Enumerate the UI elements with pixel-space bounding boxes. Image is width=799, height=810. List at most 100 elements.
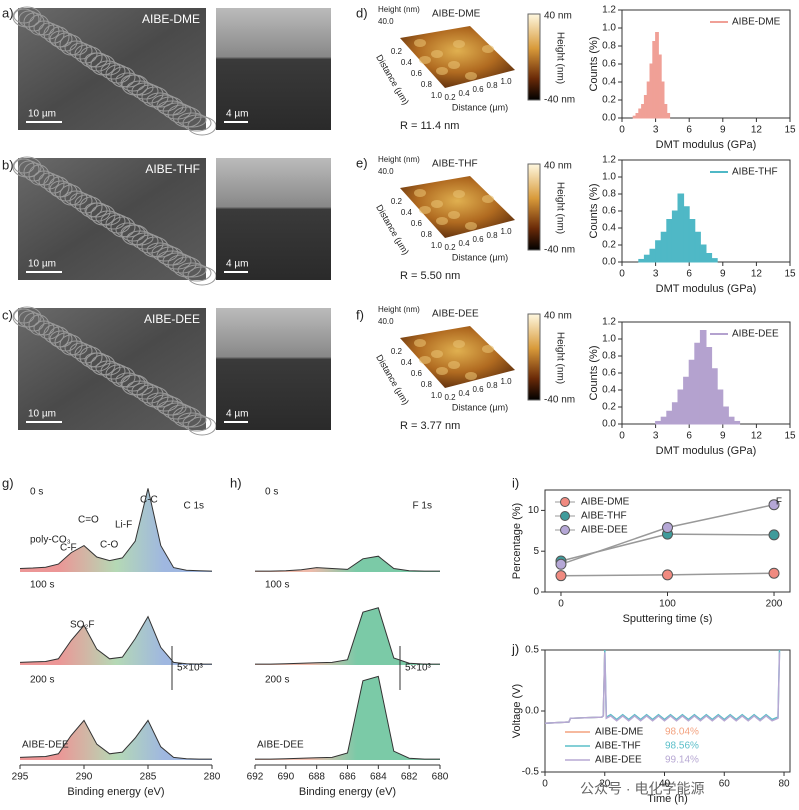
afm-tick: 0.4 (401, 58, 413, 67)
panel-label: j) (511, 641, 519, 656)
afm-feature (465, 372, 477, 380)
efficiency-label: 98.56% (665, 741, 699, 752)
legend-label: AIBE-DEE (595, 755, 642, 766)
legend-label: AIBE-DEE (581, 525, 628, 536)
x-tick-label: 0 (619, 125, 625, 136)
sample-label: AIBE-DEE (22, 740, 69, 751)
afm-feature (448, 361, 460, 369)
hist-bar (683, 376, 690, 425)
afm-feature (419, 206, 431, 214)
sample-label: AIBE-DEE (144, 312, 200, 326)
peak-label: C=O (78, 515, 99, 526)
marker (555, 558, 567, 570)
x-axis-title: Sputtering time (s) (623, 613, 713, 625)
grain (100, 212, 126, 230)
afm-tick: 0.4 (458, 89, 470, 98)
x-axis-title: DMT modulus (GPa) (656, 283, 757, 295)
spectrum-fill (20, 616, 212, 665)
y-tick-label: 0 (533, 587, 539, 598)
afm-surface (400, 176, 515, 238)
hist-bar (660, 81, 665, 119)
x-tick-label: 40 (659, 779, 671, 790)
y-tick-label: 0.4 (602, 223, 616, 234)
y-axis-title: Percentage (%) (511, 503, 523, 579)
hist-bar (649, 248, 657, 263)
grain (23, 12, 45, 32)
grain (167, 404, 197, 424)
afm-feature (482, 45, 494, 53)
x-tick-label: 3 (653, 269, 659, 280)
grain (167, 254, 197, 274)
scale-label: 10 µm (28, 409, 56, 420)
afm-feature (453, 190, 465, 198)
scale-label: 5×10³ (177, 663, 204, 674)
y-tick-label: 1.0 (602, 23, 616, 34)
grain (12, 6, 42, 28)
afm-sample: AIBE-DME (432, 9, 481, 20)
hist-bar (733, 420, 741, 425)
x-tick-label: 12 (751, 431, 763, 442)
x-tick-label: 295 (12, 772, 29, 783)
afm-tick: 0.4 (401, 208, 413, 217)
afm-feature (414, 189, 426, 197)
sem-cross-image (216, 308, 331, 430)
afm-tick: 1.0 (500, 227, 512, 236)
x-tick-label: 15 (784, 431, 796, 442)
grain (146, 92, 174, 108)
x-tick-label: 9 (720, 269, 726, 280)
afm-feature (414, 339, 426, 347)
watermark: 公众号 · 电化学能源 (580, 781, 704, 797)
grain (156, 96, 184, 116)
peak-label: SO₂F (70, 620, 94, 631)
colorbar-title: Height (nm) (554, 182, 565, 234)
afm-tick: 0.2 (391, 197, 403, 206)
legend-label: AIBE-THF (732, 167, 778, 178)
colorbar-max: 40 nm (544, 161, 572, 172)
afm-tick: 0.6 (411, 69, 423, 78)
afm-tick: 0.6 (472, 85, 484, 94)
afm-surface (400, 26, 515, 88)
grain (105, 364, 131, 384)
spectrum-fill (255, 607, 440, 665)
afm-feature (431, 350, 443, 358)
y-tick-label: 5 (533, 546, 539, 557)
grain (95, 210, 121, 226)
hist-bar (694, 342, 701, 425)
marker (768, 567, 780, 579)
afm-tick: 0.2 (444, 93, 456, 102)
colorbar-min: -40 nm (544, 245, 575, 256)
grain (84, 352, 108, 368)
y-axis-title: Counts (%) (588, 183, 600, 238)
hist-bar (705, 253, 713, 263)
legend-label: AIBE-DEE (732, 329, 779, 340)
y-tick-label: 0.6 (602, 368, 616, 379)
grain (79, 196, 103, 218)
afm-tick: 0.6 (411, 219, 423, 228)
grain (115, 72, 141, 88)
afm-tick: 0.8 (421, 80, 433, 89)
y-tick-label: 0.5 (525, 645, 539, 656)
y-tick-label: 0.2 (602, 95, 616, 106)
efficiency-label: 98.04% (665, 727, 699, 738)
afm-tick: 0.2 (391, 347, 403, 356)
y-tick-label: 1.2 (602, 317, 616, 328)
x-tick-label: 680 (432, 772, 449, 783)
peak-label: Li-F (115, 520, 132, 531)
x-tick-label: 15 (784, 125, 796, 136)
grain (177, 412, 207, 428)
afm-tick: 1.0 (500, 377, 512, 386)
x-tick-label: 290 (76, 772, 93, 783)
hist-bar (663, 104, 668, 119)
marker (768, 499, 780, 511)
afm-tick: 0.8 (421, 380, 433, 389)
afm-feature (419, 356, 431, 364)
hist-bar (638, 258, 645, 263)
spectrum-line (19, 488, 213, 572)
y-tick-label: 0.6 (602, 206, 616, 217)
scale-label: 10 µm (28, 109, 56, 120)
legend-label: AIBE-DME (732, 17, 781, 28)
panel-label: f) (356, 307, 364, 322)
afm-axis-title: Height (nm) (378, 155, 420, 164)
grain (69, 342, 93, 360)
